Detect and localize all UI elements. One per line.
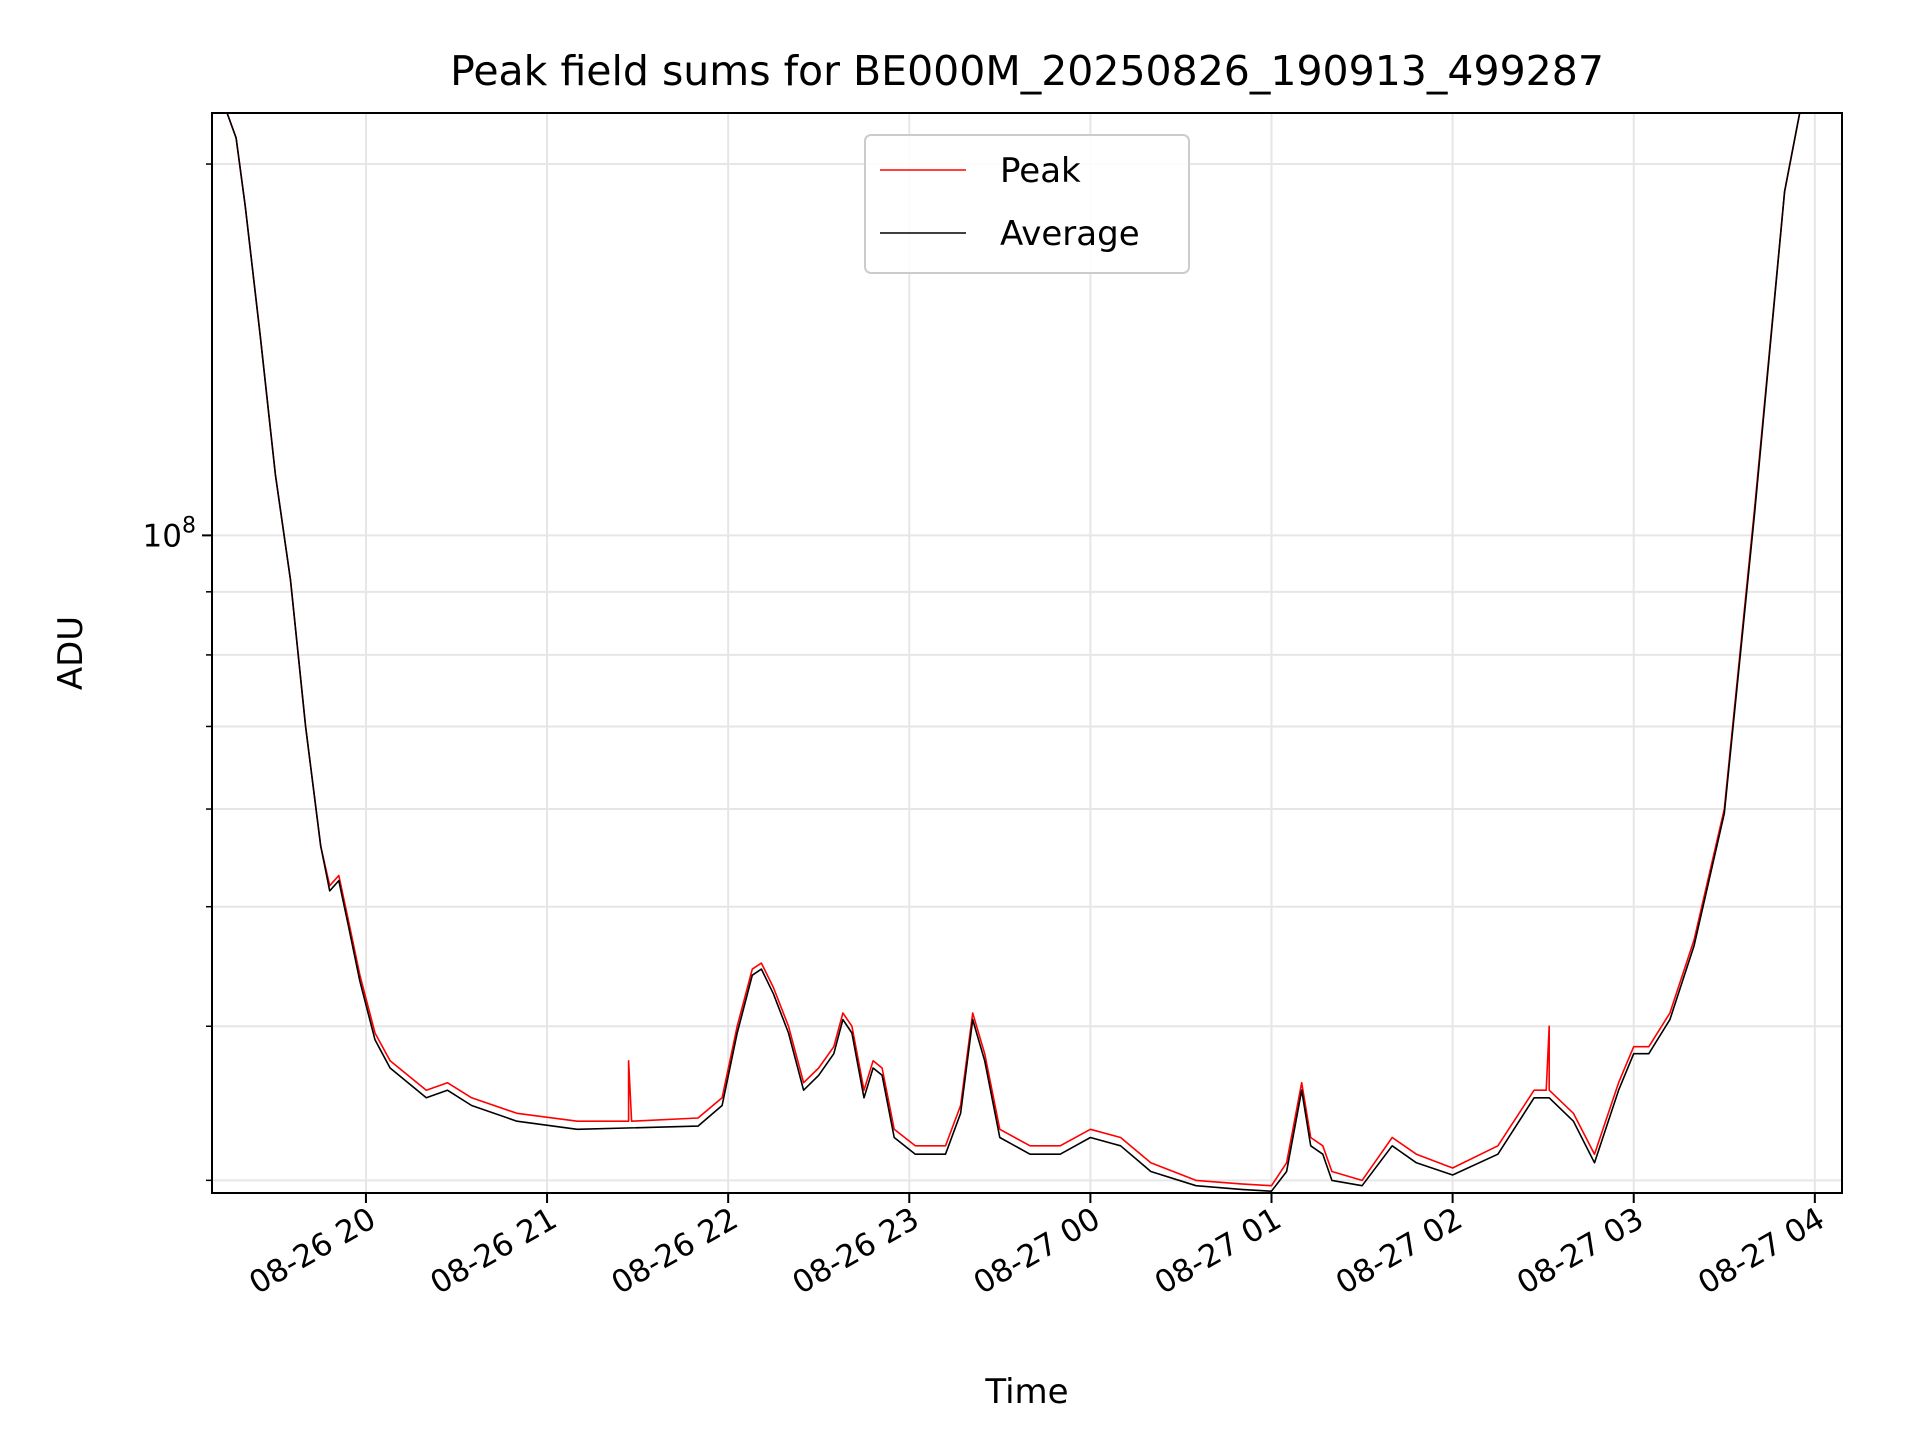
y-axis-label: ADU: [51, 616, 91, 690]
x-axis-label: Time: [984, 1372, 1068, 1412]
legend: Peak Average: [864, 134, 1190, 274]
series-line-peak: [212, 112, 1842, 1187]
grid-lines: [212, 113, 1842, 1193]
chart-title: Peak field sums for BE000M_20250826_1909…: [450, 47, 1604, 95]
y-tick-label: 108: [143, 513, 196, 554]
plot-frame: [211, 112, 1843, 1194]
legend-label-average: Average: [1000, 214, 1140, 254]
legend-label-peak: Peak: [1000, 151, 1081, 191]
series-layer: [212, 112, 1842, 1192]
y-axis: 108: [143, 163, 212, 1182]
series-line-average: [212, 112, 1842, 1192]
